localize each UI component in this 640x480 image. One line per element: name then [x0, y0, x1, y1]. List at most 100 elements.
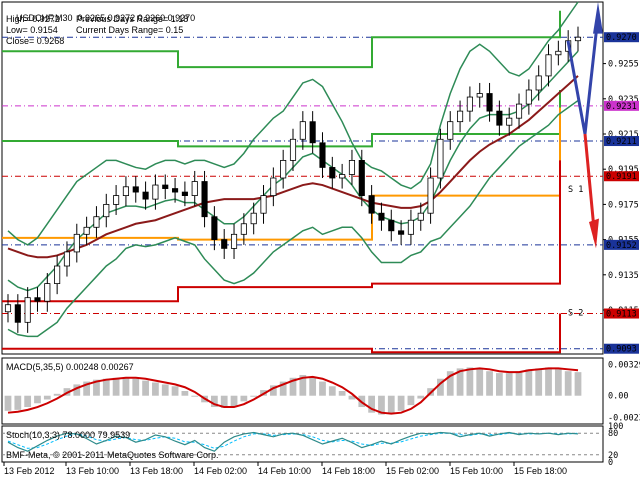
macd-tick-label: 0.00 [608, 392, 628, 402]
candle-body [260, 195, 267, 214]
macd-bar [407, 395, 415, 406]
candle-body [555, 50, 562, 56]
stoch-tick-label: 20 [608, 451, 618, 461]
macd-bar [466, 367, 474, 396]
forecast-arrow-blue [566, 15, 600, 135]
macd-bar [417, 395, 425, 399]
candle-body [545, 54, 552, 77]
candle-body [457, 110, 464, 123]
ohlc-values: 0.9265 0.9272 0.9260 0.9270 [77, 13, 196, 23]
candle-body [191, 181, 198, 197]
price-tick-label: 0.9191 [606, 172, 637, 182]
price-label-box [604, 136, 639, 147]
candle-body [427, 177, 434, 214]
macd-bar [574, 372, 582, 396]
macd-bar [446, 371, 454, 396]
macd-bar [132, 378, 140, 396]
candle-body [506, 117, 513, 126]
pivot-s2-line [2, 160, 561, 303]
macd-bar [456, 368, 464, 396]
macd-title: MACD(5,35,5) 0.00248 0.00267 [6, 362, 134, 372]
time-tick-label: 13 Feb 18:00 [130, 466, 183, 476]
candle-body [378, 212, 385, 221]
macd-bar [43, 395, 51, 400]
time-tick-label: 14 Feb 18:00 [322, 466, 375, 476]
macd-bar [34, 395, 41, 404]
candle-body [339, 174, 346, 179]
macd-bar [14, 395, 22, 410]
candle-body [230, 233, 238, 249]
candle-body [309, 121, 316, 144]
candle-body [240, 223, 247, 235]
candle-body [388, 219, 395, 232]
stoch-pane-frame [1, 425, 604, 463]
macd-bar [309, 376, 317, 396]
candle-body [73, 233, 80, 253]
price-label-box [604, 343, 639, 354]
candle-body [4, 304, 12, 313]
candle-body [172, 188, 179, 193]
candle-body [407, 219, 414, 235]
candle-body [447, 121, 454, 140]
price-label-box [604, 100, 639, 111]
macd-pane-frame [1, 357, 604, 425]
pivot-s3-line [2, 313, 561, 354]
symbol-ohlc-label: USDCHF,M30 0.9265 0.9272 0.9260 0.9270 [6, 3, 195, 33]
candle-body [466, 96, 473, 112]
price-tick-label: 0.9152 [606, 241, 637, 251]
macd-bar [437, 378, 444, 396]
macd-bar [53, 393, 61, 396]
forecast-arrowhead-red [589, 218, 599, 249]
candle-body [181, 191, 188, 197]
candle-body [476, 93, 483, 98]
macd-bar [220, 395, 228, 408]
stoch-tick-label: 0 [608, 458, 613, 468]
price-label-box [604, 171, 639, 182]
candle-body [142, 191, 149, 200]
macd-bar [338, 391, 346, 396]
macd-bar [24, 395, 32, 408]
macd-bar [535, 368, 543, 396]
previous-days-range: Previous Days Range= 1.18 [76, 14, 189, 24]
time-tick-label: 13 Feb 2012 [4, 466, 55, 476]
macd-bar [564, 371, 572, 396]
candle-body [113, 195, 120, 205]
copyright-text: BMF-Meta, © 2001-2011 MetaQuotes Softwar… [6, 450, 219, 460]
candle-body [93, 216, 100, 228]
macd-tick-label: 0.00329 [608, 361, 640, 371]
candle-body [515, 103, 523, 119]
stoch-main-line [7, 431, 579, 452]
macd-bar [171, 386, 179, 396]
macd-bar [525, 369, 533, 396]
low-label: Low= 0.9154 [6, 25, 58, 35]
macd-bar [161, 384, 169, 396]
macd-bar [142, 380, 149, 396]
macd-bar [230, 395, 238, 407]
candle-body [34, 297, 41, 302]
price-tick-label: 0.9235 [608, 95, 639, 105]
candle-body [250, 212, 257, 225]
price-tick-label: 0.9211 [606, 137, 637, 147]
candle-body [270, 177, 277, 197]
macd-bar [191, 395, 199, 397]
macd-bar [83, 381, 91, 396]
macd-bar [515, 371, 523, 396]
symbol-timeframe: USDCHF,M30 [16, 13, 73, 23]
candle-body [221, 239, 228, 249]
candle-body [319, 142, 326, 168]
macd-bar [378, 395, 385, 415]
price-tick-label: 0.9195 [608, 165, 639, 175]
candle-body [525, 89, 532, 105]
candle-body [280, 159, 287, 179]
pivot-label: S 2 [568, 308, 583, 318]
forecast-arrowhead-blue [593, 2, 603, 34]
candle-body [132, 186, 139, 193]
macd-bar [554, 369, 562, 396]
macd-bar [505, 373, 513, 396]
time-tick-label: 15 Feb 02:00 [386, 466, 439, 476]
macd-bar [181, 391, 189, 396]
macd-bar [250, 395, 258, 397]
stoch-tick-label: 80 [608, 429, 618, 439]
